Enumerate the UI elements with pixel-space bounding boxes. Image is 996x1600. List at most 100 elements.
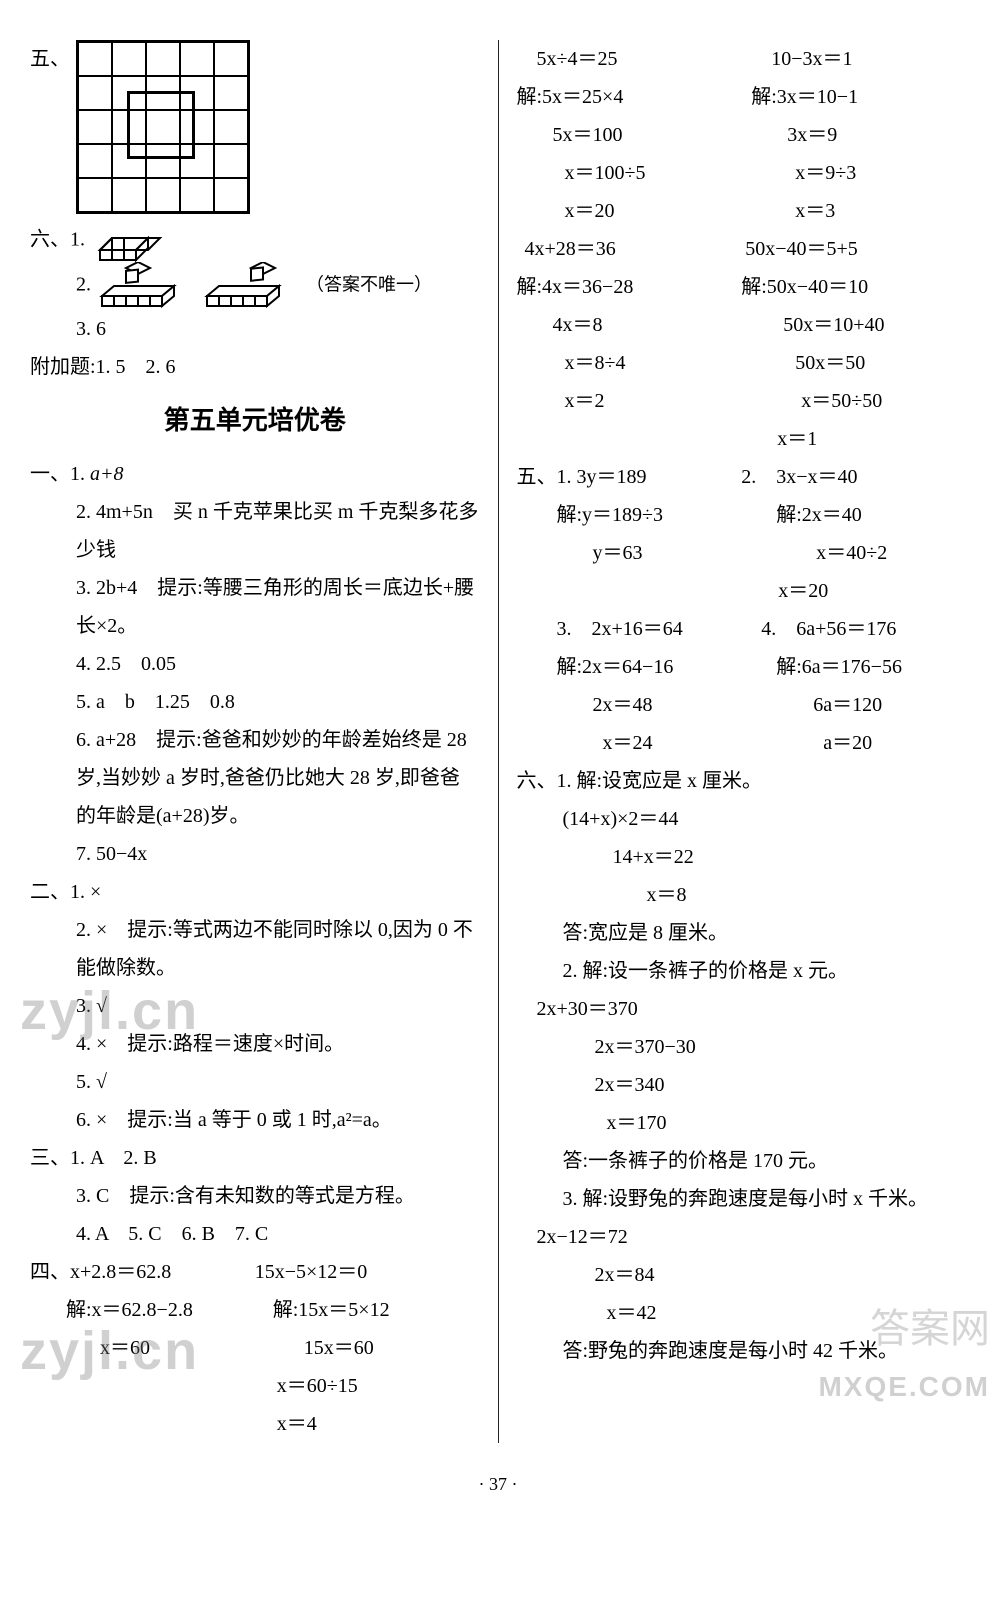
eq-b1-r3: 3x＝9: [731, 116, 966, 154]
eq-s4-1b: 15x−5×12＝0: [255, 1253, 480, 1291]
eq-b2-l1: 4x+28＝36: [517, 230, 746, 268]
s6-q1-5: 答:宽应是 8 厘米。: [517, 914, 967, 952]
s2-4: 4. × 提示:路程＝速度×时间。: [30, 1025, 480, 1063]
s6-q3-1: 3. 解:设野兔的奔跑速度是每小时 x 千米。: [517, 1180, 967, 1218]
label-five: 五、: [30, 40, 76, 220]
cubes-icon: [90, 220, 200, 262]
eq-s5-1r: 2. 3x−x＝40: [741, 458, 966, 496]
eq-s5-5rp: 4.: [761, 618, 796, 640]
extra-questions: 附加题:1. 5 2. 6: [30, 348, 480, 386]
eq-s4-1a: x+2.8＝62.8: [70, 1261, 171, 1283]
label-s2: 二、1.: [30, 881, 85, 903]
s6-q2-4: 2x＝340: [517, 1066, 967, 1104]
section-5: 五、: [30, 40, 480, 220]
eq-s4-2b: 解:15x＝5×12: [273, 1291, 480, 1329]
eq-s5-3l: y＝63: [517, 534, 743, 572]
s1-1: 一、1. a+8: [30, 455, 480, 493]
label-s1: 一、1.: [30, 463, 85, 485]
s6-q2-6: 答:一条裤子的价格是 170 元。: [517, 1142, 967, 1180]
eq-b1-r2: 解:3x＝10−1: [731, 78, 966, 116]
eq-b2-r6: x＝1: [705, 420, 966, 458]
label-s6: 六、1.: [517, 770, 572, 792]
eq-s4-4b: x＝60÷15: [233, 1367, 480, 1405]
s3-3: 4. A 5. C 6. B 7. C: [30, 1215, 480, 1253]
eq-b2-l3: 4x＝8: [517, 306, 736, 344]
s2-1: 二、1. ×: [30, 873, 480, 911]
s2-3: 3. √: [30, 987, 480, 1025]
eq-s4-3b: 15x＝60: [276, 1329, 480, 1367]
s6-q3-2: 2x−12＝72: [517, 1218, 967, 1256]
s6-q3-4: x＝42: [517, 1294, 967, 1332]
s3-1: 三、1. A 2. B: [30, 1139, 480, 1177]
eq-s5-4r: x＝20: [704, 572, 966, 610]
s6-q2-1: 2. 解:设一条裤子的价格是 x 元。: [517, 952, 967, 990]
s6-q3-3: 2x＝84: [517, 1256, 967, 1294]
ans-1-1: a+8: [90, 463, 124, 485]
label-6-2: 2.: [76, 274, 91, 296]
grid-figure: [76, 40, 480, 220]
s1-7: 7. 50−4x: [30, 835, 480, 873]
s6-q2-2: 2x+30＝370: [517, 990, 967, 1028]
s1-4: 4. 2.5 0.05: [30, 645, 480, 683]
eq-s4-3a: x＝60: [30, 1329, 276, 1367]
s3-2: 3. C 提示:含有未知数的等式是方程。: [30, 1177, 480, 1215]
eq-s4-5b: x＝4: [233, 1405, 480, 1443]
eq-s5-5r: 6a+56＝176: [796, 618, 896, 640]
section-6-1: 六、1.: [30, 220, 480, 262]
unit-title: 第五单元培优卷: [30, 396, 480, 445]
s6-q1-4: x＝8: [517, 876, 967, 914]
eq-b2-r3: 50x＝10+40: [735, 306, 966, 344]
eq-s5-2l: 解:y＝189÷3: [517, 496, 747, 534]
eq-b1-r4: x＝9÷3: [735, 154, 966, 192]
s2-2: 2. × 提示:等式两边不能同时除以 0,因为 0 不能做除数。: [30, 911, 480, 987]
label-six-1: 六、1.: [30, 229, 85, 251]
label-s5: 五、1.: [517, 466, 572, 488]
note-not-unique: （答案不唯一）: [306, 275, 432, 295]
eq-s5-6l: 解:2x＝64−16: [517, 648, 747, 686]
eq-b1-l5: x＝20: [517, 192, 736, 230]
eq-s5-3r: x＝40÷2: [742, 534, 966, 572]
cubes-icon: [96, 262, 196, 310]
left-column: 五、 六、1.: [30, 40, 498, 1443]
s1-5: 5. a b 1.25 0.8: [30, 683, 480, 721]
right-column: 5x÷4＝2510−3x＝1 解:5x＝25×4解:3x＝10−1 5x＝100…: [498, 40, 967, 1443]
eq-b2-l4: x＝8÷4: [517, 344, 736, 382]
eq-s5-5l: 2x+16＝64: [592, 618, 683, 640]
s6-q1-3: 14+x＝22: [517, 838, 967, 876]
s1-6: 6. a+28 提示:爸爸和妙妙的年龄差始终是 28 岁,当妙妙 a 岁时,爸爸…: [30, 721, 480, 835]
eq-b2-l2: 解:4x＝36−28: [517, 268, 742, 306]
eq-b1-r1: 10−3x＝1: [731, 40, 966, 78]
eq-s5-7l: 2x＝48: [517, 686, 746, 724]
page: 五、 六、1.: [0, 0, 996, 1463]
eq-b2-r5: x＝50÷50: [729, 382, 966, 420]
eq-s4-2a: 解:x＝62.8−2.8: [30, 1291, 273, 1329]
eq-s5-7r: 6a＝120: [745, 686, 966, 724]
label-s3: 三、1.: [30, 1147, 85, 1169]
ans-2-1: ×: [90, 881, 101, 903]
ans-3-1: A 2. B: [90, 1147, 157, 1169]
s4-block: 四、x+2.8＝62.8 15x−5×12＝0 解:x＝62.8−2.8解:15x…: [30, 1253, 480, 1443]
s6-q2-3: 2x＝370−30: [517, 1028, 967, 1066]
eq-s5-6r: 解:6a＝176−56: [746, 648, 966, 686]
eq-s5-2r: 解:2x＝40: [746, 496, 966, 534]
s6-q1-1: 六、1. 解:设宽应是 x 厘米。: [517, 762, 967, 800]
cubes-icon: [201, 262, 301, 310]
eq-b1-l2: 解:5x＝25×4: [517, 78, 732, 116]
s2-6: 6. × 提示:当 a 等于 0 或 1 时,a²=a。: [30, 1101, 480, 1139]
s1-3: 3. 2b+4 提示:等腰三角形的周长＝底边长+腰长×2。: [30, 569, 480, 645]
eq-b2-l5: x＝2: [517, 382, 730, 420]
label-s4: 四、: [30, 1261, 70, 1283]
s6-q3-5: 答:野兔的奔跑速度是每小时 42 千米。: [517, 1332, 967, 1370]
eq-s5-8l: x＝24: [517, 724, 746, 762]
s1-2: 2. 4m+5n 买 n 千克苹果比买 m 千克梨多花多少钱: [30, 493, 480, 569]
section-6-2: 2. （答案不唯一）: [30, 262, 480, 310]
eq-b1-l4: x＝100÷5: [517, 154, 736, 192]
s6-q2-5: x＝170: [517, 1104, 967, 1142]
s6-q1-2: (14+x)×2＝44: [517, 800, 967, 838]
eq-b2-r1: 50x−40＝5+5: [745, 230, 966, 268]
eq-s5-8r: a＝20: [745, 724, 966, 762]
s2-5: 5. √: [30, 1063, 480, 1101]
section-6-3: 3. 6: [30, 310, 480, 348]
eq-b2-r2: 解:50x−40＝10: [741, 268, 966, 306]
eq-s5-5lp: 3.: [557, 618, 592, 640]
